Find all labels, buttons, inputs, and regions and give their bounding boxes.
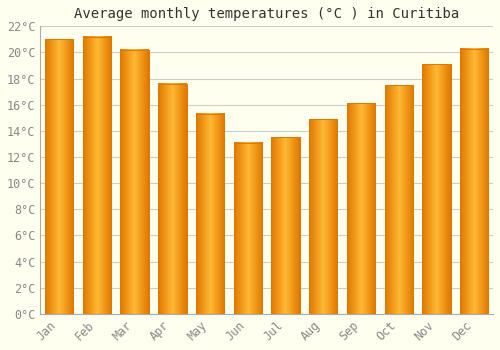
Bar: [196, 114, 224, 314]
Bar: [158, 84, 186, 314]
Bar: [234, 143, 262, 314]
Bar: [234, 143, 262, 314]
Bar: [347, 103, 375, 314]
Bar: [384, 85, 413, 314]
Bar: [45, 39, 74, 314]
Bar: [45, 39, 74, 314]
Bar: [422, 64, 450, 314]
Bar: [272, 138, 299, 314]
Bar: [460, 49, 488, 314]
Bar: [83, 37, 111, 314]
Bar: [83, 37, 111, 314]
Bar: [120, 50, 149, 314]
Bar: [272, 138, 299, 314]
Bar: [384, 85, 413, 314]
Bar: [158, 84, 186, 314]
Bar: [309, 119, 338, 314]
Bar: [347, 103, 375, 314]
Bar: [309, 119, 338, 314]
Bar: [196, 114, 224, 314]
Bar: [422, 64, 450, 314]
Title: Average monthly temperatures (°C ) in Curitiba: Average monthly temperatures (°C ) in Cu…: [74, 7, 460, 21]
Bar: [120, 50, 149, 314]
Bar: [460, 49, 488, 314]
